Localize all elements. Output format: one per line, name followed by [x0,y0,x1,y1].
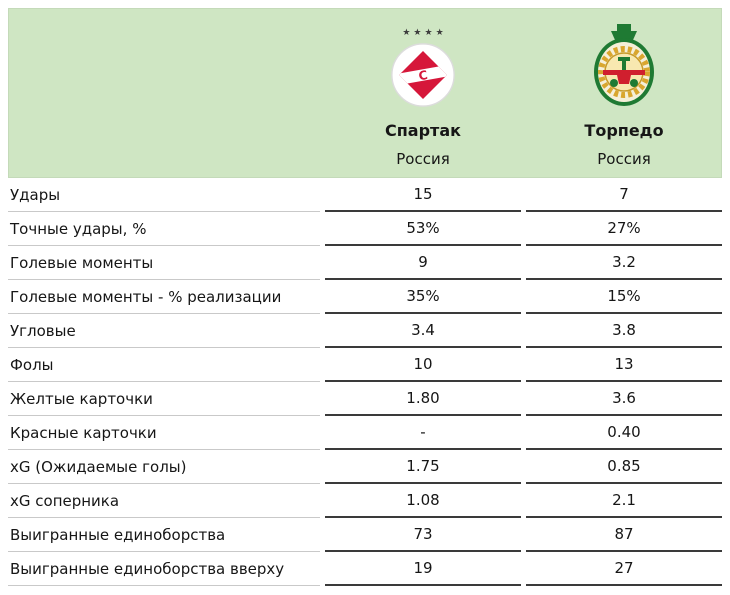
stat-value-away: 13 [526,348,722,382]
stat-label: Выигранные единоборства [8,518,320,552]
stat-value-home: 1.08 [325,484,521,518]
stats-table: Удары 15 7 Точные удары, % 53% 27% Голев… [8,178,722,586]
stat-value-away: 15% [526,280,722,314]
teams-header: ★★★★ C [8,8,722,178]
stat-label: Желтые карточки [8,382,320,416]
stat-value-away: 2.1 [526,484,722,518]
stat-value-away: 87 [526,518,722,552]
home-team-name: Спартак [385,121,461,140]
header-spacer [8,18,320,168]
match-stats-widget: ★★★★ C [8,8,722,586]
table-row: Выигранные единоборства вверху 19 27 [8,552,722,586]
table-row: Фолы 10 13 [8,348,722,382]
stat-value-away: 3.2 [526,246,722,280]
championship-stars-icon: ★★★★ [402,28,447,38]
torpedo-logo-icon [588,22,660,112]
spartak-logo-icon: C [390,42,456,112]
away-logo-area [588,18,660,112]
table-row: Выигранные единоборства 73 87 [8,518,722,552]
table-row: Удары 15 7 [8,178,722,212]
stat-value-home: 35% [325,280,521,314]
stat-value-away: 27 [526,552,722,586]
stat-label: Красные карточки [8,416,320,450]
stat-value-away: 27% [526,212,722,246]
table-row: Точные удары, % 53% 27% [8,212,722,246]
stat-label: xG (Ожидаемые голы) [8,450,320,484]
table-row: Голевые моменты 9 3.2 [8,246,722,280]
table-row: Угловые 3.4 3.8 [8,314,722,348]
stat-value-home: 73 [325,518,521,552]
stat-value-home: - [325,416,521,450]
home-logo-area: ★★★★ C [390,18,456,112]
stat-value-away: 0.40 [526,416,722,450]
table-row: Голевые моменты - % реализации 35% 15% [8,280,722,314]
stat-value-home: 1.80 [325,382,521,416]
stat-value-home: 1.75 [325,450,521,484]
table-row: Красные карточки - 0.40 [8,416,722,450]
stat-value-home: 9 [325,246,521,280]
stat-label: Голевые моменты [8,246,320,280]
table-row: xG соперника 1.08 2.1 [8,484,722,518]
team-away: Торпедо Россия [526,18,722,168]
table-row: xG (Ожидаемые голы) 1.75 0.85 [8,450,722,484]
team-home: ★★★★ C [325,18,521,168]
stat-label: Фолы [8,348,320,382]
stat-label: Точные удары, % [8,212,320,246]
stat-label: Голевые моменты - % реализации [8,280,320,314]
table-row: Желтые карточки 1.80 3.6 [8,382,722,416]
home-team-country: Россия [396,150,450,168]
stat-value-home: 53% [325,212,521,246]
stat-value-away: 0.85 [526,450,722,484]
stat-value-home: 15 [325,178,521,212]
away-team-name: Торпедо [584,121,664,140]
stat-label: Удары [8,178,320,212]
svg-text:C: C [417,68,428,83]
stat-value-home: 19 [325,552,521,586]
stat-label: Угловые [8,314,320,348]
stat-value-away: 3.8 [526,314,722,348]
stat-label: xG соперника [8,484,320,518]
stat-value-home: 3.4 [325,314,521,348]
stat-label: Выигранные единоборства вверху [8,552,320,586]
stat-value-away: 7 [526,178,722,212]
stat-value-home: 10 [325,348,521,382]
stat-value-away: 3.6 [526,382,722,416]
away-team-country: Россия [597,150,651,168]
